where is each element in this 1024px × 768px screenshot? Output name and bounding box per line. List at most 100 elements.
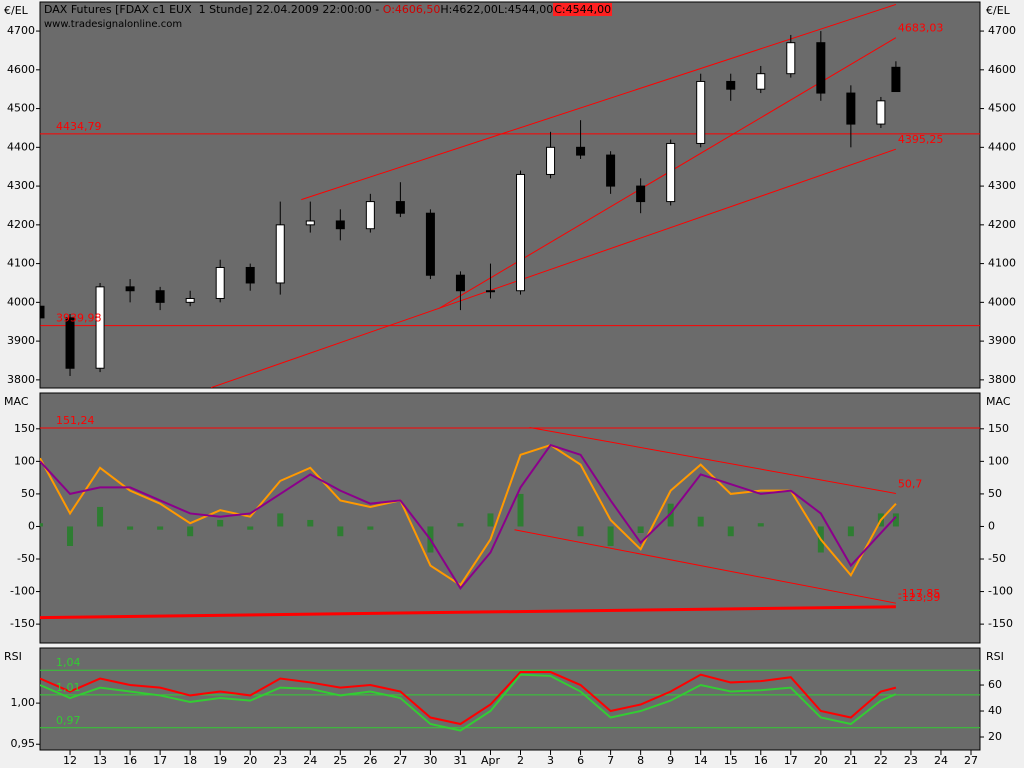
- x-tick-label: 23: [273, 754, 287, 767]
- series-line: [40, 673, 897, 732]
- series-line: [40, 671, 897, 726]
- y-tick-label: 4300: [988, 179, 1016, 192]
- chart-header: DAX Futures [FDAX c1 EUX 1 Stunde] 22.04…: [44, 3, 613, 16]
- y-tick-label: -100: [988, 585, 1013, 598]
- y-tick-label: -150: [10, 617, 35, 630]
- x-tick-label: 30: [423, 754, 437, 767]
- candle-body: [395, 201, 405, 214]
- y-tick-label: 50: [21, 487, 35, 500]
- x-tick-label: 25: [333, 754, 347, 767]
- candle-body: [125, 286, 135, 292]
- histogram-bar: [97, 506, 104, 527]
- x-tick-label: 20: [243, 754, 257, 767]
- histogram-bar: [277, 513, 284, 527]
- histogram-bar: [847, 526, 854, 537]
- line-label: 3939,98: [56, 312, 102, 325]
- x-tick-label: 17: [153, 754, 167, 767]
- x-tick-label: 27: [393, 754, 407, 767]
- plot-area: [40, 669, 980, 732]
- histogram-bar: [457, 523, 464, 527]
- histogram-bar: [67, 526, 74, 546]
- line-label: 1,04: [56, 656, 81, 669]
- y-tick-label: -50: [988, 552, 1006, 565]
- x-tick-label: 23: [904, 754, 918, 767]
- candle-body: [756, 73, 766, 90]
- source: www.tradesignalonline.com: [44, 19, 183, 30]
- histogram-bar: [247, 526, 254, 530]
- y-axis-label-right: MAC: [986, 395, 1011, 408]
- x-tick-label: 7: [607, 754, 614, 767]
- histogram-bar: [892, 513, 899, 527]
- plot-area: [40, 3, 980, 388]
- y-tick-label: 4400: [7, 140, 35, 153]
- line-label: 4683,03: [898, 22, 944, 35]
- candle-body: [666, 142, 676, 203]
- y-tick-label: 150: [14, 422, 35, 435]
- candle-body: [876, 100, 886, 125]
- high-label: H:4622,00: [440, 3, 498, 16]
- y-tick-label: 60: [988, 678, 1002, 691]
- candle-body: [155, 290, 165, 303]
- candle-body: [40, 305, 45, 319]
- histogram-bar: [127, 526, 134, 530]
- y-tick-label: 4100: [7, 257, 35, 270]
- candle-body: [455, 274, 465, 292]
- y-tick-label: 4500: [7, 102, 35, 115]
- candle-body: [891, 66, 901, 93]
- candle-body: [636, 185, 646, 203]
- histogram-bar: [517, 493, 524, 527]
- x-tick-label: 24: [303, 754, 317, 767]
- line-label: 4768,74: [898, 0, 944, 1]
- x-tick-label: 26: [363, 754, 377, 767]
- candle-body: [786, 42, 796, 75]
- series-line: [40, 443, 897, 587]
- candle-body: [335, 220, 345, 230]
- candle-body: [95, 286, 105, 369]
- y-tick-label: 4200: [7, 218, 35, 231]
- candle-body: [425, 212, 435, 276]
- candle-body: [696, 80, 706, 144]
- series-line: [40, 443, 897, 591]
- y-tick-label: 4600: [7, 63, 35, 76]
- close-label: C:4544,00: [553, 3, 613, 16]
- x-tick-label: 3: [547, 754, 554, 767]
- x-tick-label: 6: [577, 754, 584, 767]
- line-label: -117,85: [898, 587, 940, 600]
- title: DAX Futures [FDAX c1 EUX 1 Stunde] 22.04…: [44, 3, 383, 16]
- candle-body: [516, 173, 526, 292]
- histogram-bar: [577, 526, 584, 537]
- histogram-bar: [367, 526, 374, 530]
- line-label: 0,97: [56, 714, 81, 727]
- histogram-bar: [487, 513, 494, 527]
- y-tick-label: 150: [988, 422, 1009, 435]
- x-tick-label: 21: [844, 754, 858, 767]
- y-tick-label: 4500: [988, 102, 1016, 115]
- candle-body: [65, 317, 75, 369]
- candle-body: [485, 290, 495, 293]
- x-tick-label: 16: [754, 754, 768, 767]
- y-tick-label: 4600: [988, 63, 1016, 76]
- y-axis-label-right: €/EL: [986, 4, 1011, 17]
- y-tick-label: 3900: [7, 334, 35, 347]
- histogram-bar: [337, 526, 344, 537]
- x-tick-label: 27: [964, 754, 978, 767]
- line-label: -123,39: [898, 591, 940, 604]
- y-tick-label: 3800: [7, 373, 35, 386]
- x-tick-label: 2: [517, 754, 524, 767]
- y-tick-label: 3900: [988, 334, 1016, 347]
- candle-body: [215, 266, 225, 299]
- candle-body: [576, 146, 586, 156]
- x-tick-label: 18: [183, 754, 197, 767]
- y-axis-label-right: RSI: [986, 650, 1004, 663]
- candle-body: [606, 154, 616, 187]
- y-tick-label: 1,00: [11, 696, 36, 709]
- y-tick-label: 20: [988, 730, 1002, 743]
- histogram-bar: [157, 526, 164, 530]
- y-tick-label: -100: [10, 585, 35, 598]
- x-tick-label: 8: [637, 754, 644, 767]
- y-axis-label: €/EL: [4, 4, 29, 17]
- plot-area: [40, 427, 980, 620]
- x-tick-label: 9: [667, 754, 674, 767]
- line-label: 1,01: [56, 681, 81, 694]
